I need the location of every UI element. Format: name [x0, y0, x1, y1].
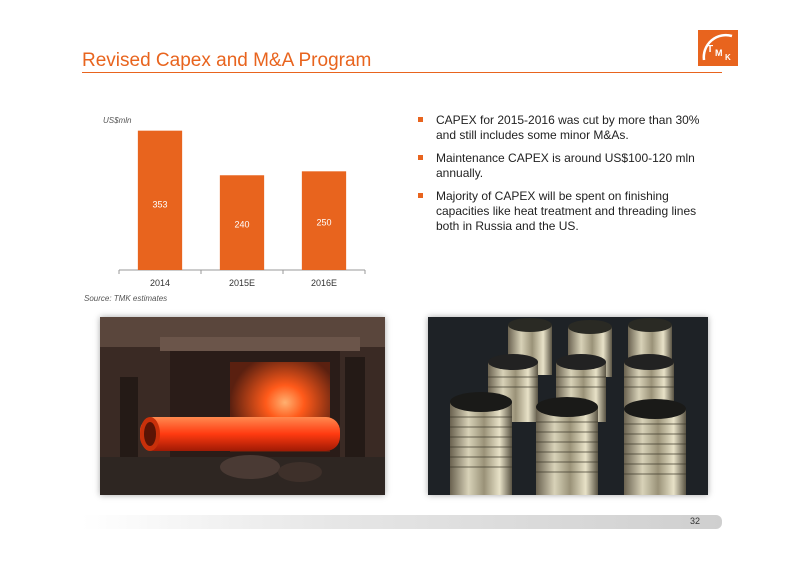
x-tick-label: 2014	[150, 278, 170, 288]
chart-source: Source: TMK estimates	[84, 294, 168, 303]
bullet-text: CAPEX for 2015-2016 was cut by more than…	[436, 113, 700, 142]
capex-chart-svg: 353 2014 240 2015E 250 2016E	[118, 130, 366, 288]
svg-text:M: M	[715, 48, 723, 58]
bar-2015E	[219, 175, 265, 270]
chart-unit-label: US$mln	[103, 116, 132, 125]
slide-title: Revised Capex and M&A Program	[82, 50, 372, 71]
footer-bar	[82, 515, 722, 529]
bullet-item: Majority of CAPEX will be spent on finis…	[418, 189, 708, 234]
bar-value-label: 250	[316, 218, 331, 228]
bullet-square-icon	[418, 193, 423, 198]
threaded-pipe-ends-photo	[428, 317, 708, 495]
x-tick-label: 2015E	[229, 278, 255, 288]
tmk-logo: T M K	[698, 30, 738, 66]
bullet-item: CAPEX for 2015-2016 was cut by more than…	[418, 113, 708, 143]
x-tick-label: 2016E	[311, 278, 337, 288]
bullet-square-icon	[418, 117, 423, 122]
bar-2014	[137, 130, 183, 270]
svg-text:T: T	[707, 44, 713, 55]
bar-value-label: 240	[234, 219, 249, 229]
bullet-square-icon	[418, 155, 423, 160]
bullet-item: Maintenance CAPEX is around US$100-120 m…	[418, 151, 708, 181]
title-divider	[82, 72, 722, 73]
bullet-text: Maintenance CAPEX is around US$100-120 m…	[436, 151, 695, 180]
page-number: 32	[690, 516, 701, 526]
capex-chart: 353 2014 240 2015E 250 2016E	[95, 112, 385, 312]
bar-2016E	[301, 171, 347, 270]
svg-text:K: K	[725, 53, 731, 62]
bar-value-label: 353	[152, 199, 167, 209]
bullet-list: CAPEX for 2015-2016 was cut by more than…	[418, 113, 708, 242]
bullet-text: Majority of CAPEX will be spent on finis…	[436, 189, 697, 233]
furnace-pipe-photo	[100, 317, 385, 495]
